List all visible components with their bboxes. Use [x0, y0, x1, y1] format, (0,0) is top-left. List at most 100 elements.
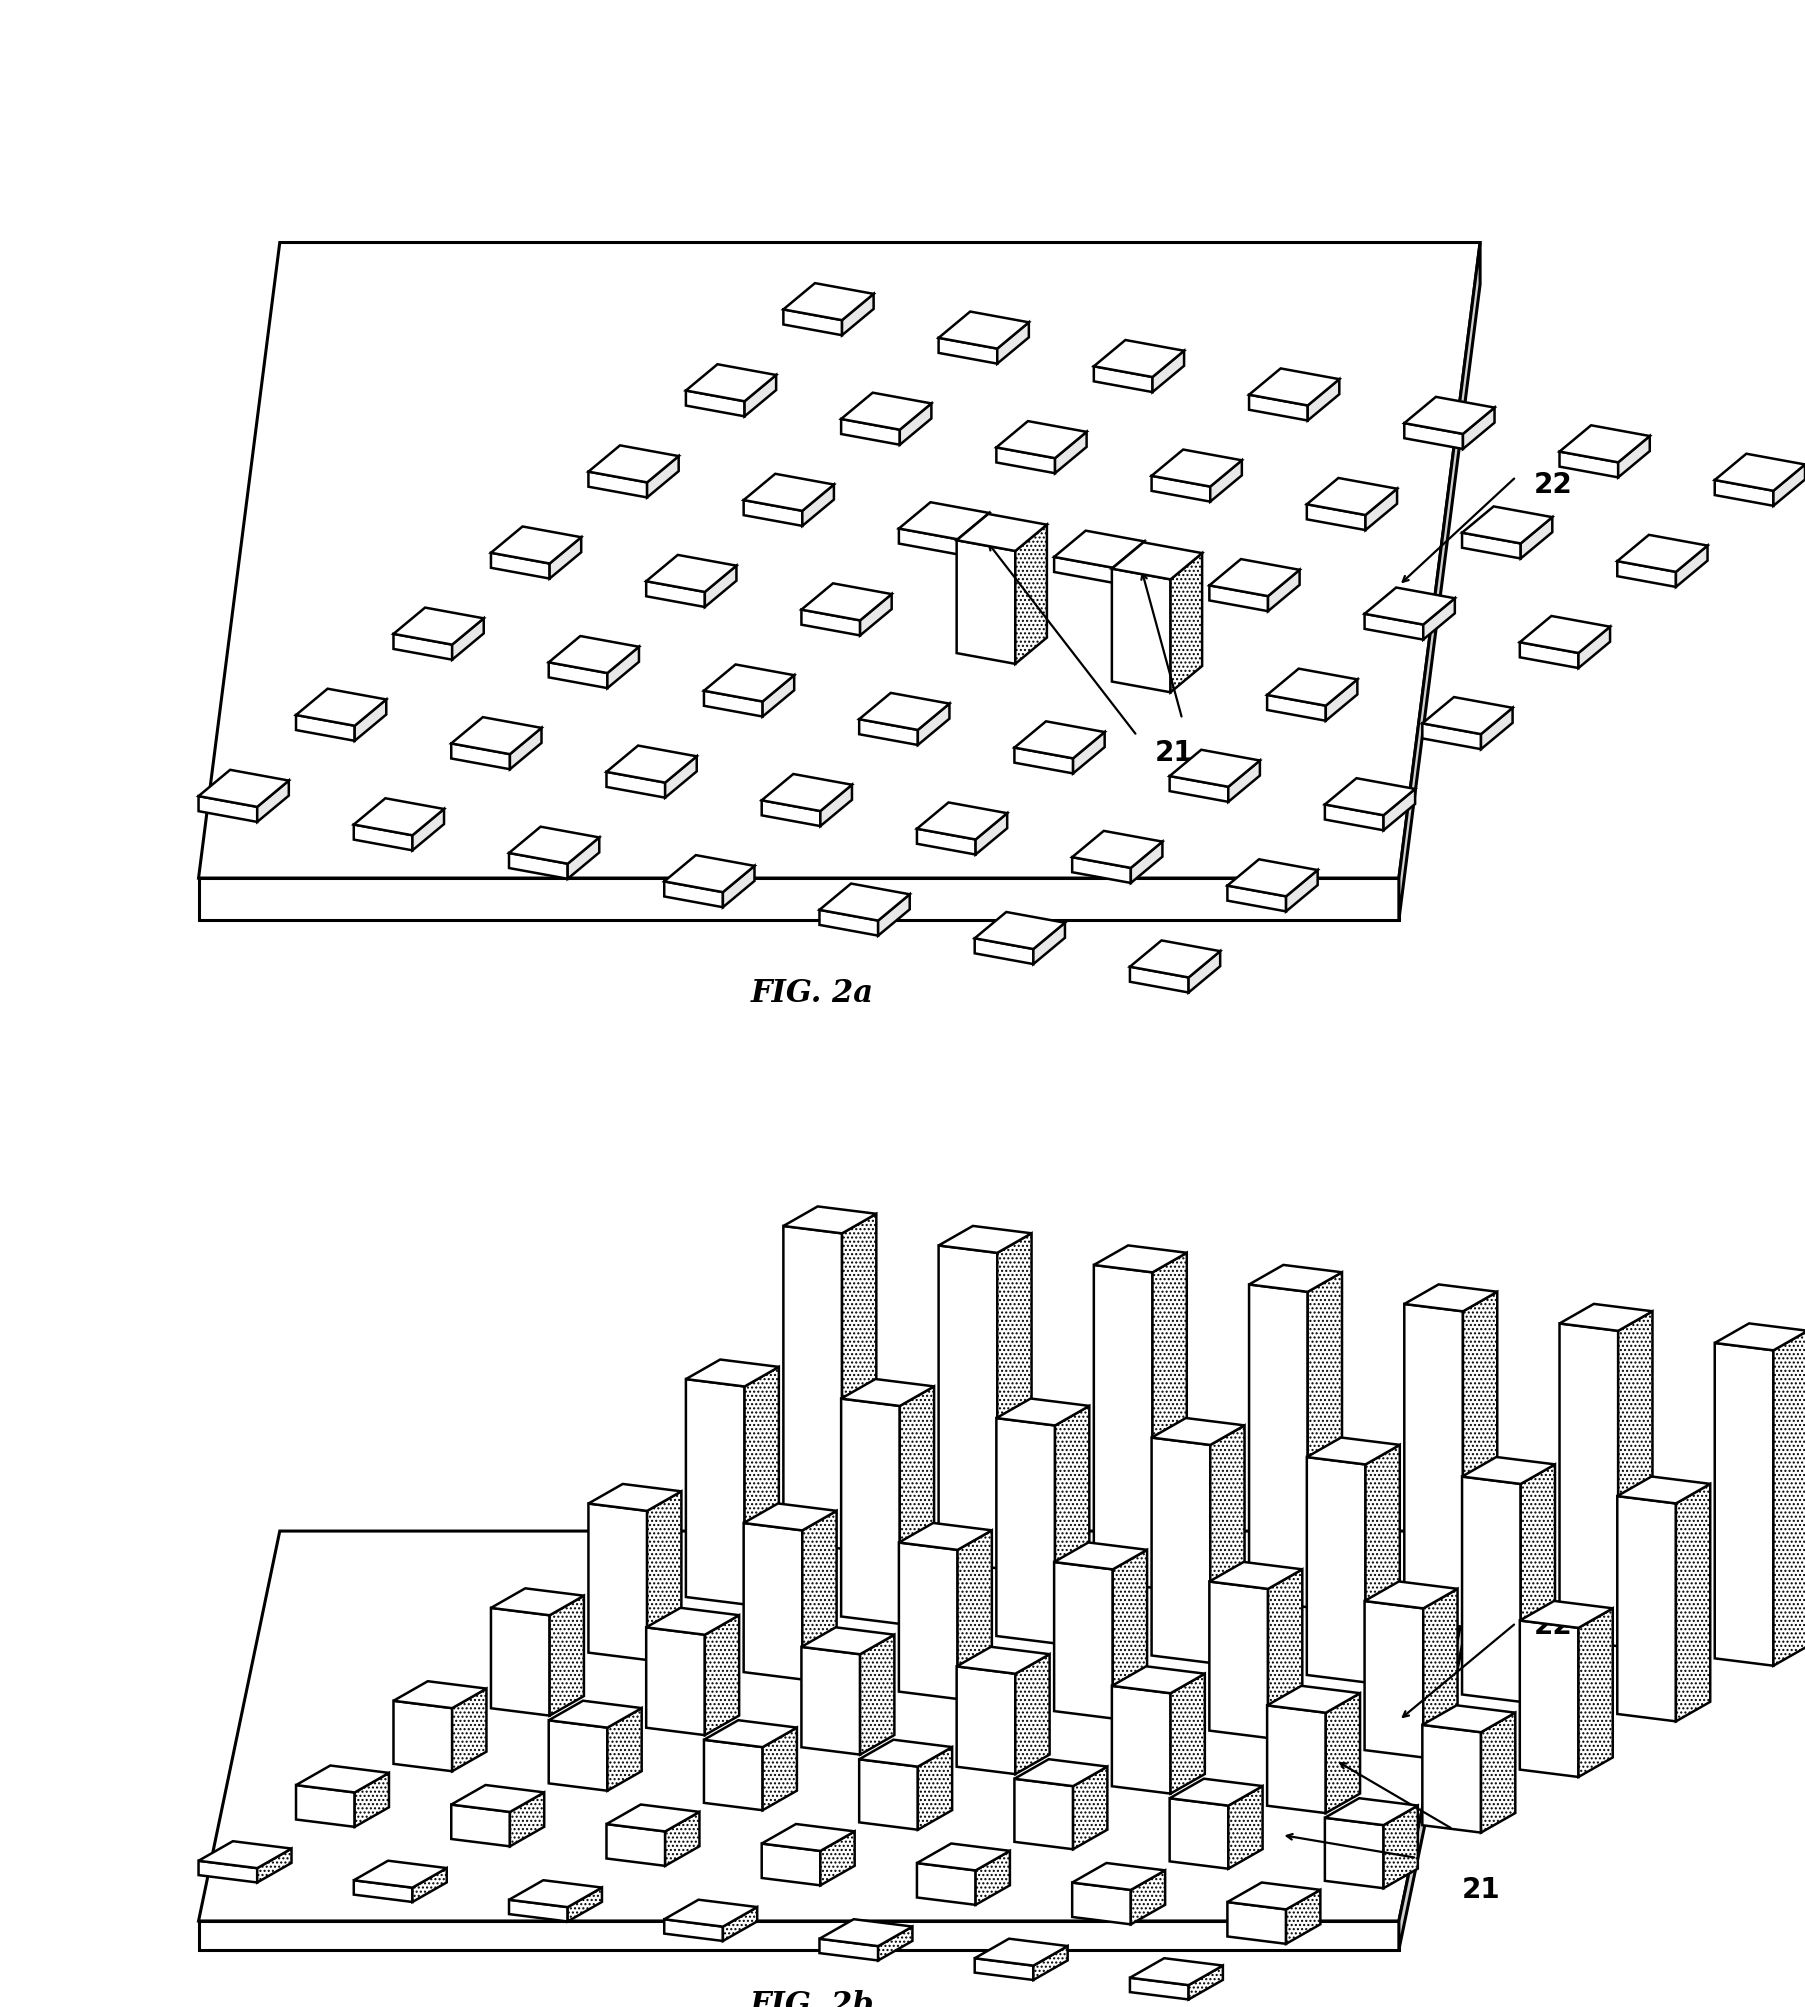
Polygon shape — [1773, 1331, 1805, 1666]
Polygon shape — [1422, 1706, 1516, 1732]
Polygon shape — [1464, 407, 1495, 450]
Polygon shape — [491, 552, 551, 578]
Polygon shape — [1249, 395, 1309, 421]
Polygon shape — [453, 618, 484, 660]
Polygon shape — [1578, 1608, 1614, 1776]
Polygon shape — [646, 554, 736, 592]
Polygon shape — [1617, 1311, 1653, 1646]
Polygon shape — [1189, 951, 1220, 993]
Polygon shape — [1560, 452, 1617, 478]
Polygon shape — [491, 526, 581, 564]
Polygon shape — [393, 634, 453, 660]
Polygon shape — [354, 799, 444, 835]
Polygon shape — [686, 363, 776, 401]
Polygon shape — [606, 773, 666, 797]
Polygon shape — [1560, 425, 1650, 462]
Text: 22: 22 — [1534, 472, 1572, 500]
Polygon shape — [491, 1608, 551, 1716]
Polygon shape — [354, 1881, 413, 1903]
Polygon shape — [1054, 530, 1144, 568]
Polygon shape — [1424, 1590, 1458, 1758]
Polygon shape — [939, 1246, 998, 1567]
Polygon shape — [1072, 857, 1132, 883]
Polygon shape — [901, 403, 931, 446]
Polygon shape — [1269, 570, 1300, 612]
Polygon shape — [1617, 1477, 1711, 1503]
Polygon shape — [1522, 1465, 1556, 1702]
Polygon shape — [1482, 708, 1513, 749]
Polygon shape — [919, 1746, 953, 1830]
Text: 21: 21 — [1462, 1877, 1500, 1905]
Polygon shape — [919, 704, 949, 745]
Polygon shape — [1014, 721, 1105, 759]
Polygon shape — [1016, 524, 1047, 664]
Polygon shape — [803, 1511, 838, 1680]
Polygon shape — [1227, 1883, 1321, 1909]
Polygon shape — [549, 1720, 608, 1790]
Polygon shape — [1384, 1806, 1419, 1889]
Polygon shape — [764, 674, 794, 716]
Polygon shape — [606, 1824, 666, 1867]
Polygon shape — [1209, 560, 1300, 596]
Polygon shape — [762, 1844, 821, 1885]
Polygon shape — [722, 1907, 758, 1941]
Polygon shape — [1267, 1686, 1361, 1712]
Polygon shape — [998, 1232, 1032, 1567]
Polygon shape — [258, 781, 289, 823]
Polygon shape — [1617, 534, 1708, 572]
Polygon shape — [1249, 369, 1339, 405]
Polygon shape — [1054, 1561, 1112, 1718]
Polygon shape — [1171, 554, 1202, 692]
Polygon shape — [511, 729, 542, 769]
Polygon shape — [1677, 546, 1708, 586]
Polygon shape — [646, 582, 706, 606]
Polygon shape — [686, 1379, 745, 1604]
Polygon shape — [899, 1543, 958, 1700]
Polygon shape — [704, 690, 764, 716]
Polygon shape — [1112, 568, 1171, 692]
Polygon shape — [1094, 1246, 1188, 1272]
Polygon shape — [977, 813, 1007, 855]
Polygon shape — [704, 664, 794, 702]
Polygon shape — [1715, 454, 1805, 492]
Polygon shape — [1325, 1694, 1361, 1812]
Polygon shape — [975, 1959, 1034, 1981]
Polygon shape — [859, 719, 919, 745]
Polygon shape — [1209, 1561, 1303, 1590]
Polygon shape — [606, 1804, 700, 1832]
Polygon shape — [744, 500, 803, 526]
Text: 21: 21 — [1155, 739, 1193, 767]
Polygon shape — [686, 391, 745, 415]
Polygon shape — [1209, 1582, 1269, 1738]
Polygon shape — [354, 700, 386, 741]
Polygon shape — [588, 446, 679, 482]
Polygon shape — [1054, 558, 1112, 582]
Polygon shape — [803, 484, 834, 526]
Polygon shape — [1617, 562, 1677, 586]
Polygon shape — [606, 745, 697, 783]
Polygon shape — [801, 610, 861, 636]
Polygon shape — [1152, 450, 1242, 486]
Polygon shape — [958, 514, 989, 554]
Polygon shape — [1249, 1264, 1343, 1293]
Polygon shape — [1267, 668, 1357, 706]
Polygon shape — [783, 1226, 841, 1549]
Polygon shape — [413, 809, 444, 851]
Text: 22: 22 — [1534, 1612, 1572, 1640]
Polygon shape — [1072, 1862, 1166, 1891]
Polygon shape — [1482, 1712, 1516, 1832]
Polygon shape — [704, 1740, 764, 1810]
Polygon shape — [1325, 680, 1357, 721]
Polygon shape — [1404, 423, 1464, 450]
Polygon shape — [744, 1523, 803, 1680]
Polygon shape — [899, 502, 989, 540]
Polygon shape — [704, 1720, 798, 1748]
Polygon shape — [451, 1784, 545, 1812]
Polygon shape — [1034, 1947, 1069, 1981]
Polygon shape — [841, 393, 931, 429]
Polygon shape — [958, 1529, 993, 1700]
Polygon shape — [453, 1688, 487, 1772]
Polygon shape — [296, 1766, 390, 1792]
Polygon shape — [957, 1648, 1051, 1674]
Polygon shape — [551, 538, 581, 578]
